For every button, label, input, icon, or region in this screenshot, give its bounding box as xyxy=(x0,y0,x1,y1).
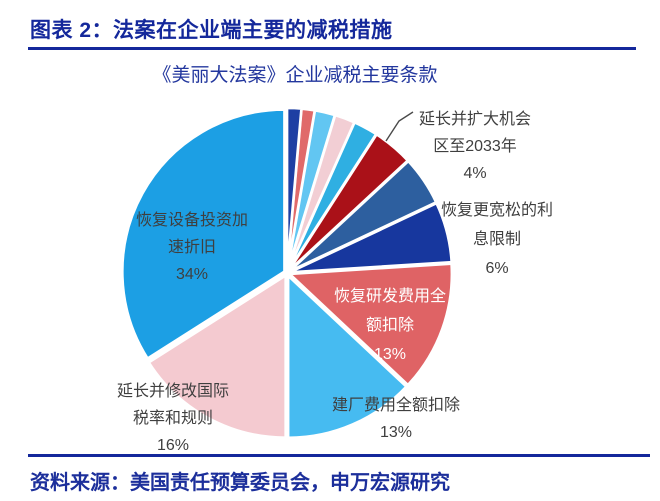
label-line: 息限制 xyxy=(472,231,521,248)
pie-slice-rd-expense-deduction xyxy=(288,262,454,387)
footer-divider xyxy=(28,454,650,457)
label-line: 延长并扩大机会 xyxy=(418,111,531,128)
label-value: 13% xyxy=(379,424,413,441)
pie-slice-equipment-depreciation xyxy=(121,108,286,360)
label-line: 区至2033年 xyxy=(433,138,517,155)
label-equipment-depreciation: 恢复设备投资加 速折旧 34% xyxy=(102,207,282,288)
pie-slice-international-tax-rules xyxy=(147,274,287,439)
label-value: 13% xyxy=(373,346,407,363)
pie-slice-factory-expense-deduction xyxy=(286,274,408,440)
pie-slice-small-navy-sliver xyxy=(285,106,303,272)
label-line: 延长并修改国际 xyxy=(116,383,229,400)
label-factory-expense: 建厂费用全额扣除 13% xyxy=(306,392,486,446)
label-line: 税率和规则 xyxy=(132,410,213,427)
label-line: 恢复更宽松的利 xyxy=(440,202,553,219)
figure-caption: 图表 2：法案在企业端主要的减税措施 xyxy=(30,19,393,42)
label-value: 34% xyxy=(175,266,209,283)
label-international-tax: 延长并修改国际 税率和规则 16% xyxy=(83,378,263,459)
label-value: 4% xyxy=(463,165,487,182)
label-line: 恢复设备投资加 xyxy=(135,212,248,229)
label-interest-limit: 恢复更宽松的利 息限制 6% xyxy=(407,196,587,283)
label-line: 速折旧 xyxy=(167,239,216,256)
callout-line xyxy=(385,111,414,142)
source-text: 资料来源：美国责任预算委员会，申万宏源研究 xyxy=(30,472,450,494)
caption-underline xyxy=(28,47,636,50)
chart-title: 《美丽大法案》企业减税主要条款 xyxy=(152,65,438,86)
label-line: 建厂费用全额扣除 xyxy=(331,397,460,414)
label-value: 6% xyxy=(485,260,509,277)
label-rd-expense: 恢复研发费用全 额扣除 13% xyxy=(300,282,480,369)
label-value: 16% xyxy=(156,437,190,454)
label-line: 额扣除 xyxy=(365,317,414,334)
label-line: 恢复研发费用全 xyxy=(333,288,446,305)
label-opportunity-zone: 延长并扩大机会 区至2033年 4% xyxy=(385,106,565,187)
